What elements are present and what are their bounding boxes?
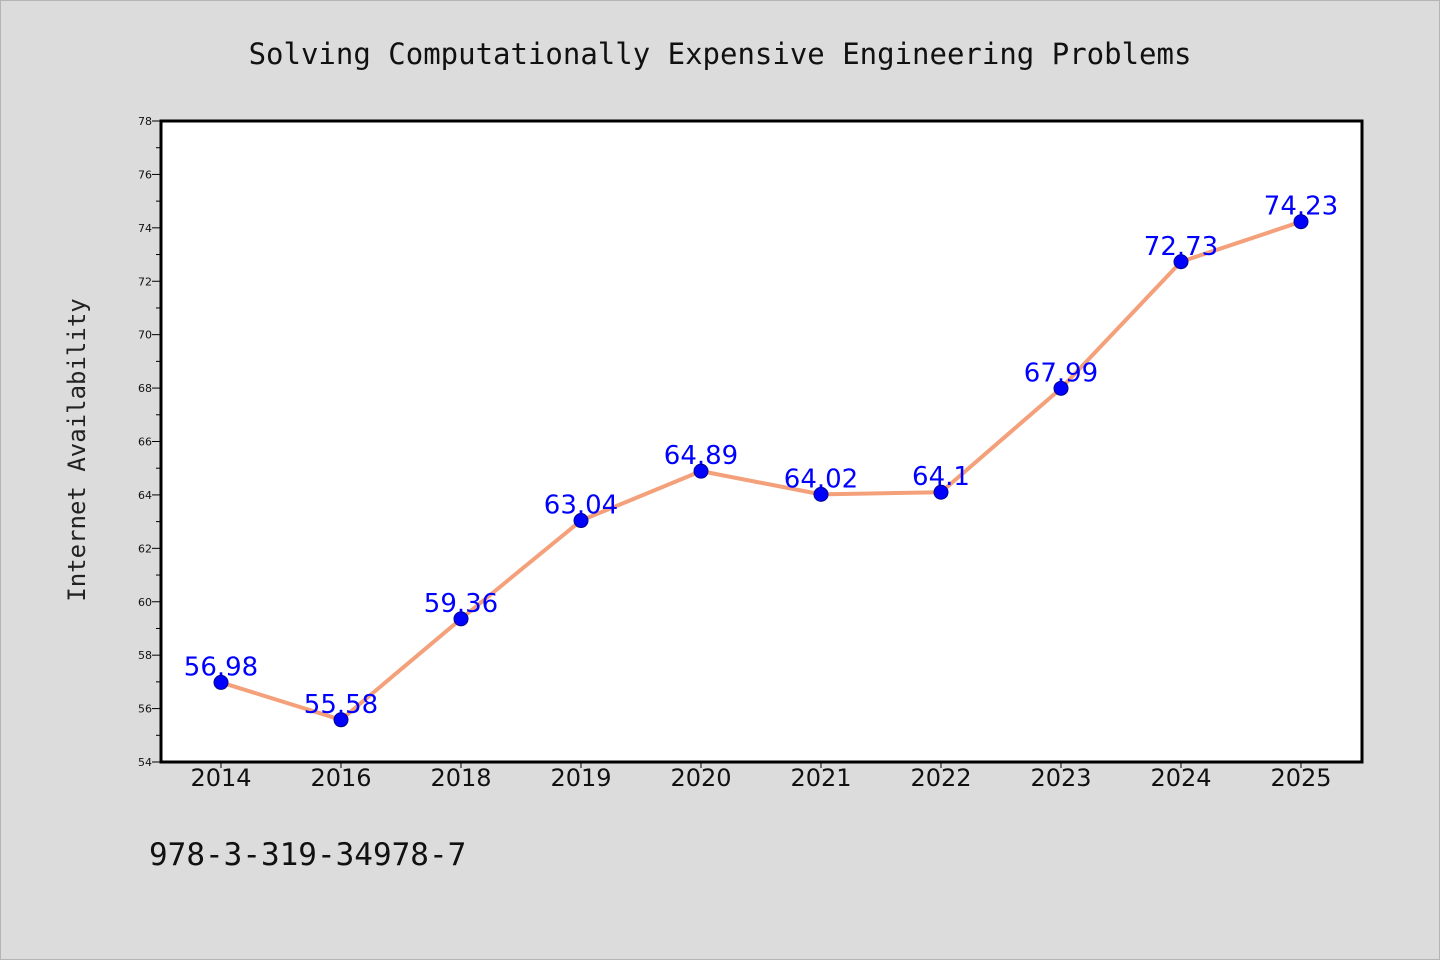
plot-area [161,121,1362,762]
data-point [1053,380,1069,396]
data-point [573,513,589,529]
x-tick-label: 2014 [190,764,251,792]
y-tick-label: 78 [138,115,152,128]
x-tick-label: 2022 [910,764,971,792]
y-tick-label: 68 [138,382,152,395]
data-label: 64.02 [784,464,858,494]
x-tick-label: 2016 [310,764,371,792]
data-point [213,674,229,690]
data-label: 63.04 [544,491,618,521]
data-label: 59.36 [424,589,498,619]
data-point [813,486,829,502]
y-tick-label: 66 [138,436,152,449]
y-tick-label: 72 [138,275,152,288]
y-axis-label: Internet Availability [63,298,91,601]
y-tick-label: 76 [138,168,152,181]
data-markers [213,214,1309,728]
y-tick-label: 70 [138,329,152,342]
series-line-group [219,219,1303,722]
data-label: 74.23 [1264,192,1338,222]
data-label: 67.99 [1024,358,1098,388]
x-tick-label: 2025 [1270,764,1331,792]
y-tick-label: 56 [138,703,152,716]
isbn-footer: 978-3-319-34978-7 [149,837,466,873]
data-point [1293,214,1309,230]
data-point [693,463,709,479]
data-point [333,712,349,728]
data-label: 56.98 [184,652,258,682]
y-tick-label: 62 [138,542,152,555]
x-tick-label: 2019 [550,764,611,792]
x-tick-label: 2020 [670,764,731,792]
x-axis-ticks: 2014 2016 2018 2019 2020 2021 2022 2023 2024 2025 [190,762,1332,792]
plot-frame [159,119,1364,764]
y-tick-label: 74 [138,222,152,235]
x-tick-label: 2023 [1030,764,1091,792]
data-label: 64.89 [664,441,738,471]
x-tick-label: 2024 [1150,764,1211,792]
x-tick-label: 2021 [790,764,851,792]
chart-title: Solving Computationally Expensive Engine… [249,37,1192,71]
data-label: 64.1 [912,462,970,492]
x-tick-label: 2018 [430,764,491,792]
data-labels: 56.98 55.58 59.36 63.04 64.89 64.02 64.1 67.99 7… [184,192,1338,720]
y-axis-ticks: 54 56 58 60 62 64 66 68 70 72 74 76 78 [138,115,161,769]
y-tick-label: 60 [138,596,152,609]
y-tick-label: 54 [138,756,152,769]
data-point [1173,254,1189,270]
y-tick-label: 58 [138,649,152,662]
y-tick-label: 64 [138,489,152,502]
data-point [933,484,949,500]
data-point [453,611,469,627]
data-label: 55.58 [304,690,378,720]
series-line [219,219,1303,722]
data-label: 72.73 [1144,232,1218,262]
